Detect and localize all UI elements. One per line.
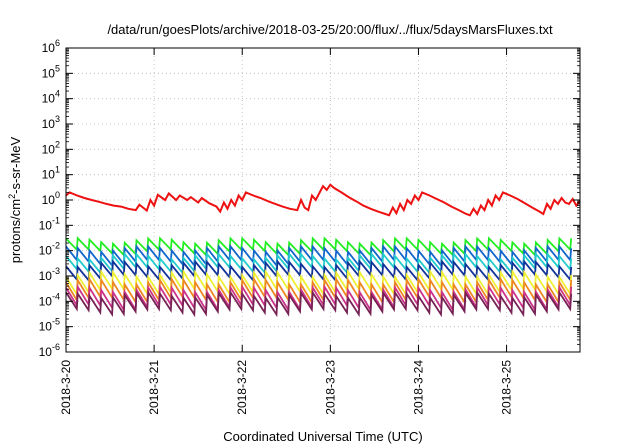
- y-tick-label: 10-6: [39, 342, 60, 359]
- y-tick-label: 100: [42, 190, 60, 207]
- y-tick-label: 101: [42, 165, 60, 182]
- y-axis-label-main: protons/cm: [8, 199, 23, 263]
- x-tick-label: 2018-3-21: [147, 360, 161, 415]
- x-tick-label: 2018-3-24: [411, 360, 425, 415]
- y-tick-label: 104: [42, 89, 60, 106]
- x-tick-label: 2018-3-22: [235, 360, 249, 415]
- y-tick-label: 10-5: [39, 317, 60, 334]
- x-axis-ticks: 2018-3-20 2018-3-21 2018-3-22 2018-3-23 2018…: [59, 48, 514, 415]
- y-tick-label: 10-3: [39, 266, 60, 283]
- x-tick-label: 2018-3-20: [59, 360, 73, 415]
- y-tick-label: 10-2: [39, 241, 60, 258]
- y-tick-label: 10-1: [39, 215, 60, 232]
- y-axis-label: protons/cm2-s-sr-MeV: [7, 136, 23, 263]
- y-tick-label: 106: [42, 38, 60, 55]
- y-tick-label: 105: [42, 63, 60, 80]
- y-tick-label: 102: [42, 139, 60, 156]
- series-line-1: [65, 183, 581, 217]
- y-tick-label: 103: [42, 114, 60, 131]
- series-layer: [65, 183, 581, 318]
- y-axis-label-units: -s-sr-MeV: [8, 136, 23, 193]
- x-tick-label: 2018-3-23: [323, 360, 337, 415]
- y-axis-ticks: 10-6 10-5 10-4 10-3 10-2 10-1 100 101 102 103 104 1…: [39, 38, 580, 359]
- chart-title: /data/run/goesPlots/archive/2018-03-25/2…: [107, 22, 553, 37]
- y-tick-label: 10-4: [39, 291, 60, 308]
- series-line-9: [65, 289, 573, 318]
- x-axis-label: Coordinated Universal Time (UTC): [223, 429, 422, 444]
- x-tick-label: 2018-3-25: [500, 360, 514, 415]
- y-axis-label-superscript: 2: [7, 194, 17, 199]
